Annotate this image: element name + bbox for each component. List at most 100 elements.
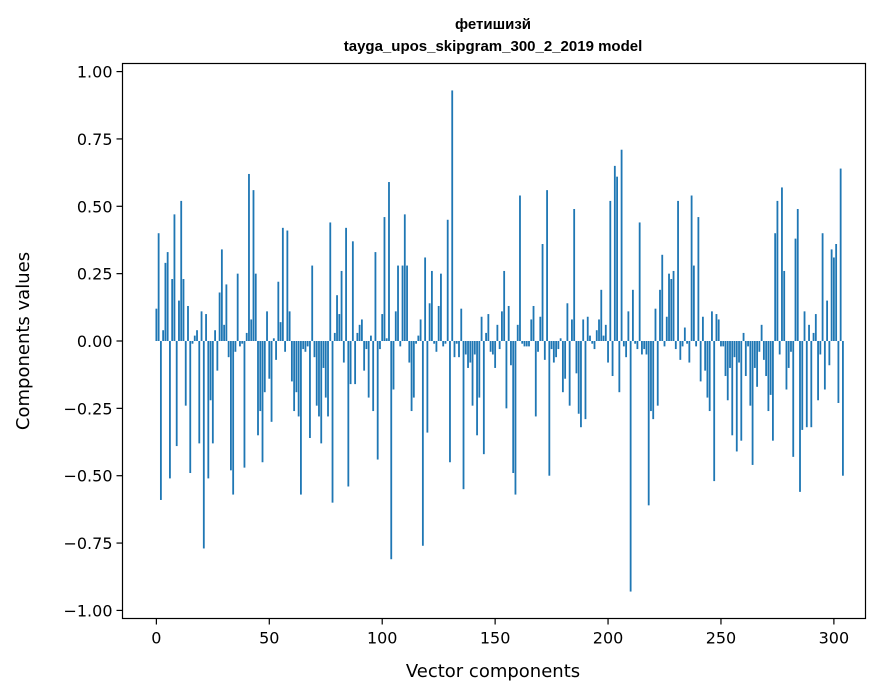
- bar: [220, 249, 223, 341]
- bar: [769, 341, 772, 395]
- bar: [720, 341, 722, 347]
- bar: [270, 341, 273, 422]
- bar: [575, 341, 578, 374]
- bar: [390, 341, 393, 560]
- bar: [494, 341, 497, 368]
- bar: [412, 341, 415, 398]
- bar: [638, 222, 641, 341]
- bar: [306, 341, 309, 347]
- bar: [792, 341, 795, 457]
- bar: [821, 233, 824, 341]
- bar: [315, 341, 318, 406]
- bar: [482, 341, 485, 455]
- bar: [577, 341, 580, 414]
- bar: [546, 190, 548, 341]
- bar: [311, 265, 314, 341]
- bar: [654, 308, 657, 341]
- bar: [252, 190, 255, 341]
- bar: [593, 341, 596, 350]
- bar: [765, 341, 768, 377]
- x-tick-label: 0: [151, 629, 161, 648]
- bar: [787, 341, 790, 368]
- bar: [665, 316, 668, 341]
- bar: [460, 308, 463, 341]
- bar: [227, 341, 230, 358]
- bar: [708, 341, 711, 412]
- bar: [178, 300, 180, 341]
- bar: [444, 341, 447, 344]
- bar: [218, 292, 221, 341]
- bar: [618, 341, 621, 393]
- bar: [476, 341, 478, 436]
- bar: [688, 341, 691, 363]
- bar: [223, 324, 226, 341]
- bar: [169, 341, 171, 479]
- bar: [839, 168, 842, 341]
- y-tick-label: −0.75: [63, 534, 112, 553]
- bar: [747, 341, 749, 347]
- bar: [259, 341, 262, 412]
- bar: [175, 341, 178, 447]
- bar: [828, 341, 831, 366]
- bar: [543, 341, 546, 360]
- bar: [564, 341, 567, 379]
- bar: [279, 322, 282, 341]
- bar: [756, 341, 759, 387]
- bar: [155, 308, 158, 341]
- bar: [505, 341, 508, 409]
- bar: [602, 335, 605, 341]
- bar: [819, 341, 822, 355]
- bar: [281, 227, 284, 341]
- bar: [550, 341, 553, 350]
- bar: [193, 335, 196, 341]
- bar: [690, 195, 693, 341]
- bar: [363, 341, 366, 371]
- bar: [211, 341, 214, 444]
- bar: [189, 341, 192, 474]
- bar: [537, 341, 539, 352]
- bar: [196, 330, 198, 341]
- bar: [248, 173, 250, 341]
- bar: [631, 289, 634, 341]
- bar: [430, 270, 433, 341]
- bar: [275, 341, 277, 360]
- bar: [598, 319, 600, 341]
- bar: [503, 270, 506, 341]
- bar: [762, 341, 765, 360]
- bar: [467, 341, 469, 368]
- bar: [403, 214, 406, 341]
- bar: [214, 330, 216, 341]
- bar: [498, 341, 501, 350]
- bar: [805, 341, 808, 428]
- bar: [254, 273, 257, 341]
- bar: [320, 341, 323, 444]
- bar: [421, 341, 424, 546]
- bar: [753, 341, 756, 368]
- bar: [451, 90, 454, 341]
- bar: [428, 303, 431, 341]
- bar: [706, 341, 709, 398]
- y-tick-label: 0.00: [77, 332, 113, 351]
- x-tick-label: 250: [706, 629, 737, 648]
- bar: [604, 324, 607, 341]
- plot-frame: [121, 62, 867, 620]
- bar: [300, 341, 302, 495]
- bar: [591, 341, 594, 344]
- bar: [417, 335, 420, 341]
- x-tick-label: 150: [480, 629, 511, 648]
- bar: [749, 341, 752, 406]
- bar: [837, 341, 840, 403]
- bar: [778, 341, 781, 355]
- bar: [207, 341, 210, 479]
- bar: [239, 341, 241, 347]
- bar: [783, 270, 786, 341]
- bar: [370, 335, 372, 341]
- bar: [629, 341, 632, 592]
- bar: [245, 332, 248, 341]
- bar: [724, 341, 727, 377]
- y-tick-label: 0.50: [77, 197, 113, 216]
- y-tick-label: 0.25: [77, 265, 113, 284]
- bar: [327, 341, 329, 417]
- bar: [349, 341, 352, 385]
- bar: [401, 265, 404, 341]
